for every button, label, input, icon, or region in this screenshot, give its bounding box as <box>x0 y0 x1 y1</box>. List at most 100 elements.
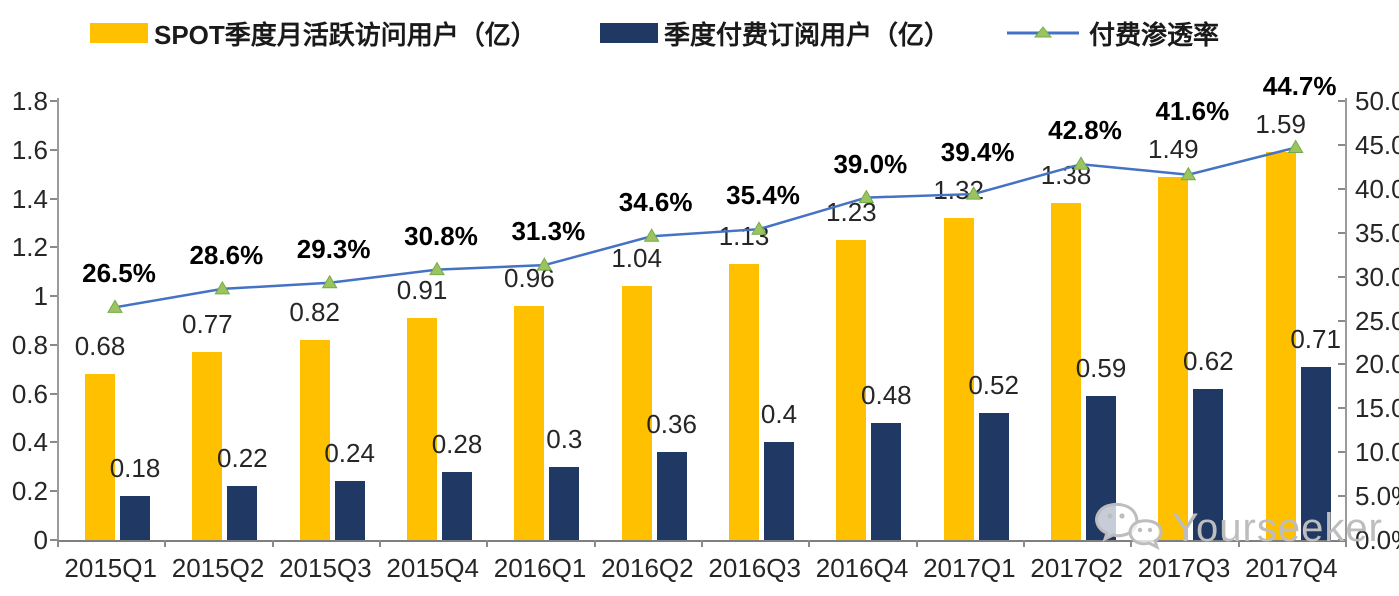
penetration-marker <box>1287 139 1304 154</box>
mau-legend-label: SPOT季度月活跃访问用户（亿） <box>154 19 537 50</box>
subs-bar <box>549 466 580 540</box>
x-axis-label: 2015Q3 <box>279 553 372 583</box>
right-axis-tick <box>1338 319 1345 322</box>
mau-value-label: 1.04 <box>611 243 662 274</box>
subs-bar <box>1193 388 1224 540</box>
subs-value-label: 0.24 <box>324 438 375 469</box>
mau-bar <box>299 340 330 540</box>
right-axis-label: 40.0% <box>1355 173 1399 204</box>
legend-item-subs: 季度付费订阅用户（亿） <box>600 18 950 50</box>
penetration-value-label: 42.8% <box>1048 115 1122 146</box>
y-axis-label: 0.6 <box>11 378 48 409</box>
y-axis-label: 1.4 <box>11 183 48 214</box>
y-axis-tick <box>50 295 57 298</box>
y-axis-label: 0.2 <box>11 476 48 507</box>
penetration-value-label: 39.0% <box>833 148 908 179</box>
right-axis-tick <box>1338 539 1345 541</box>
mau-value-label: 0.91 <box>396 275 448 306</box>
subs-value-label: 0.52 <box>968 370 1019 401</box>
subs-value-label: 0.71 <box>1290 323 1341 354</box>
penetration-marker <box>107 299 123 313</box>
mau-bar <box>192 352 223 540</box>
x-axis-tick <box>271 540 274 547</box>
right-axis-tick <box>1338 143 1345 146</box>
penetration-marker <box>429 261 445 276</box>
watermark-text: Yourseeker <box>1172 505 1383 550</box>
penetration-value-label: 44.7% <box>1262 71 1337 102</box>
x-axis-tick <box>701 540 703 547</box>
mau-value-label: 1.32 <box>933 175 984 206</box>
penetration-value-label: 31.3% <box>511 216 586 247</box>
subs-value-label: 0.59 <box>1075 353 1127 384</box>
y-axis-tick <box>50 392 57 395</box>
right-axis-label: 45.0% <box>1355 129 1399 160</box>
x-axis-label: 2016Q1 <box>493 553 587 583</box>
y-axis-right <box>1345 98 1347 540</box>
x-axis-tick <box>915 540 918 547</box>
y-axis-label: 0 <box>33 525 48 555</box>
subs-bar <box>871 422 902 540</box>
right-axis-label: 5.0% <box>1355 481 1399 512</box>
x-axis-label: 2017Q2 <box>1030 553 1123 583</box>
y-axis-tick <box>50 441 57 444</box>
x-axis-label: 2015Q2 <box>171 553 265 583</box>
x-axis-tick <box>1023 540 1025 547</box>
subs-bar <box>764 442 794 540</box>
mau-value-label: 0.68 <box>74 331 126 362</box>
y-axis-label: 1.6 <box>11 134 48 165</box>
right-axis-label: 30.0% <box>1355 261 1399 292</box>
right-axis-label: 0.0% <box>1355 525 1399 555</box>
mau-value-label: 1.49 <box>1148 133 1199 164</box>
penetration-value-label: 35.4% <box>726 180 800 211</box>
y-axis-tick <box>50 100 57 102</box>
mau-value-label: 0.77 <box>182 309 233 340</box>
mau-legend-swatch <box>90 23 148 43</box>
y-axis-tick <box>50 197 57 200</box>
wechat-icon <box>1095 502 1163 550</box>
mau-bar <box>514 305 545 540</box>
x-axis-tick <box>593 540 596 547</box>
right-axis-tick <box>1338 100 1345 102</box>
right-axis-label: 35.0% <box>1355 217 1399 248</box>
subs-bar <box>120 496 150 540</box>
right-axis-tick <box>1338 275 1345 278</box>
x-axis-tick <box>1345 540 1347 547</box>
right-axis-label: 15.0% <box>1355 393 1399 424</box>
y-axis-tick <box>50 343 57 346</box>
mau-bar <box>621 286 652 540</box>
y-axis-label: 0.4 <box>11 427 48 458</box>
penetration-legend-label: 付费渗透率 <box>1089 19 1220 50</box>
right-axis-label: 20.0% <box>1355 349 1399 380</box>
y-axis-label: 0.8 <box>11 329 48 360</box>
mau-value-label: 0.96 <box>504 262 555 293</box>
subs-value-label: 0.62 <box>1183 345 1234 376</box>
y-axis-left <box>57 98 59 540</box>
penetration-marker <box>643 228 660 242</box>
y-axis-label: 1.2 <box>11 232 48 263</box>
penetration-value-label: 34.6% <box>618 187 693 218</box>
penetration-value-label: 41.6% <box>1155 95 1230 126</box>
subs-value-label: 0.28 <box>431 428 483 459</box>
subs-value-label: 0.4 <box>760 399 798 430</box>
right-axis-label: 50.0% <box>1355 86 1399 116</box>
x-axis-label: 2016Q2 <box>601 553 694 583</box>
right-axis-label: 10.0% <box>1355 437 1399 468</box>
right-axis-tick <box>1338 495 1345 498</box>
x-axis-tick <box>164 540 167 547</box>
x-axis-tick <box>57 540 59 547</box>
subs-bar <box>978 413 1009 540</box>
mau-bar <box>407 318 437 540</box>
x-axis-tick <box>1237 540 1240 547</box>
subs-value-label: 0.48 <box>861 379 912 410</box>
y-axis-label: 1 <box>33 281 48 312</box>
x-axis-label: 2015Q4 <box>386 553 479 583</box>
penetration-value-label: 30.8% <box>404 220 478 251</box>
subs-value-label: 0.18 <box>109 453 161 484</box>
x-axis-label: 2016Q4 <box>815 553 909 583</box>
x-axis-label: 2017Q4 <box>1245 553 1338 583</box>
legend-item-mau: SPOT季度月活跃访问用户（亿） <box>90 18 537 50</box>
penetration-value-label: 39.4% <box>940 137 1015 168</box>
mau-value-label: 1.13 <box>718 221 770 252</box>
right-axis-tick <box>1338 407 1345 410</box>
